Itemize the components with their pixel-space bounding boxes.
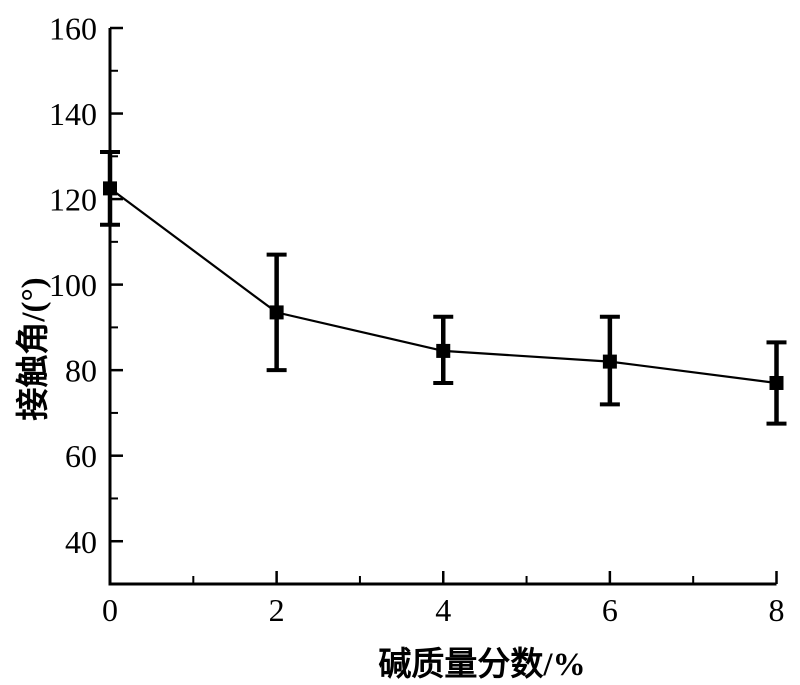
- y-tick-label: 40: [65, 524, 97, 560]
- data-point-marker: [602, 354, 617, 369]
- data-series-contact-angle: [100, 150, 787, 426]
- y-axis-ticks: [110, 26, 123, 543]
- y-tick-label: 120: [49, 182, 97, 218]
- y-tick-label: 160: [49, 11, 97, 47]
- y-tick-label: 60: [65, 438, 97, 474]
- data-point-markers: [103, 181, 784, 390]
- data-point-marker: [103, 181, 117, 196]
- x-tick-label: 8: [769, 592, 785, 628]
- x-tick-label: 6: [602, 592, 618, 628]
- x-tick-labels: 0 2 4 6 8: [102, 592, 785, 628]
- x-axis-title: 碱质量分数/%: [378, 647, 586, 683]
- data-point-marker: [269, 305, 284, 320]
- data-point-marker: [769, 375, 784, 390]
- x-tick-label: 2: [269, 592, 285, 628]
- y-axis-title: 接触角/(°): [16, 277, 52, 421]
- x-axis-ticks: [108, 571, 778, 584]
- y-tick-labels: 40 60 80 100 120 140 160: [49, 11, 97, 560]
- x-tick-label: 4: [435, 592, 451, 628]
- y-tick-label: 100: [49, 267, 97, 303]
- y-tick-label: 140: [49, 96, 97, 132]
- error-bars: [100, 150, 787, 426]
- y-tick-label: 80: [65, 353, 97, 389]
- axis-lines: [108, 28, 777, 586]
- x-tick-label: 0: [102, 592, 118, 628]
- data-point-marker: [436, 343, 451, 358]
- axes: [108, 26, 778, 586]
